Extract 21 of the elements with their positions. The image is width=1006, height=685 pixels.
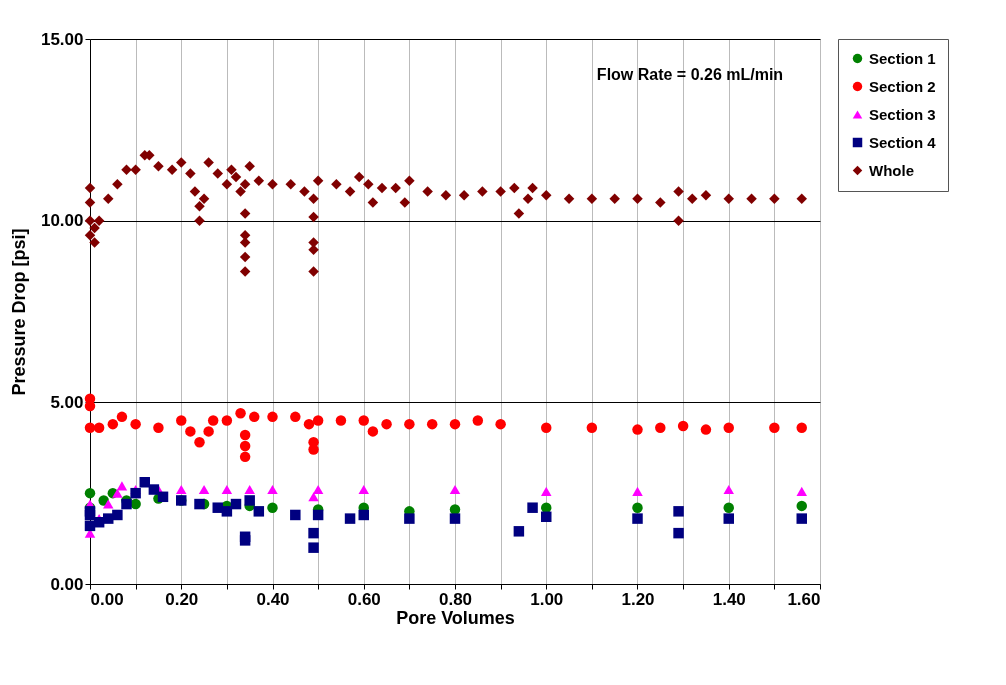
x-tick-label: 0.60	[347, 589, 381, 609]
legend-label: Section 1	[869, 49, 936, 67]
x-tick-label: 0.80	[438, 589, 473, 609]
legend-label: Whole	[869, 161, 914, 179]
legend-label: Section 2	[869, 77, 936, 95]
x-tick-label: 1.20	[621, 589, 655, 609]
y-tick-label: 10.00	[40, 211, 84, 231]
x-tick-label: 0.40	[256, 589, 290, 609]
x-tick-label: 1.60	[787, 589, 821, 609]
y-tick-label: 0.00	[50, 574, 84, 594]
x-axis-title: Pore Volumes	[396, 607, 515, 628]
legend-label: Section 4	[869, 133, 937, 151]
legend-label: Section 3	[869, 105, 936, 123]
y-tick-label: 15.00	[40, 29, 84, 49]
y-axis-title: Pressure Drop [psi]	[8, 228, 29, 396]
y-tick-label: 5.00	[50, 392, 84, 412]
x-tick-label: 1.40	[712, 589, 746, 609]
x-tick-label: 1.00	[530, 589, 564, 609]
x-tick-label: 0.00	[90, 589, 124, 609]
x-tick-label: 0.20	[165, 589, 199, 609]
annotation: Flow Rate = 0.26 mL/min	[596, 66, 784, 83]
